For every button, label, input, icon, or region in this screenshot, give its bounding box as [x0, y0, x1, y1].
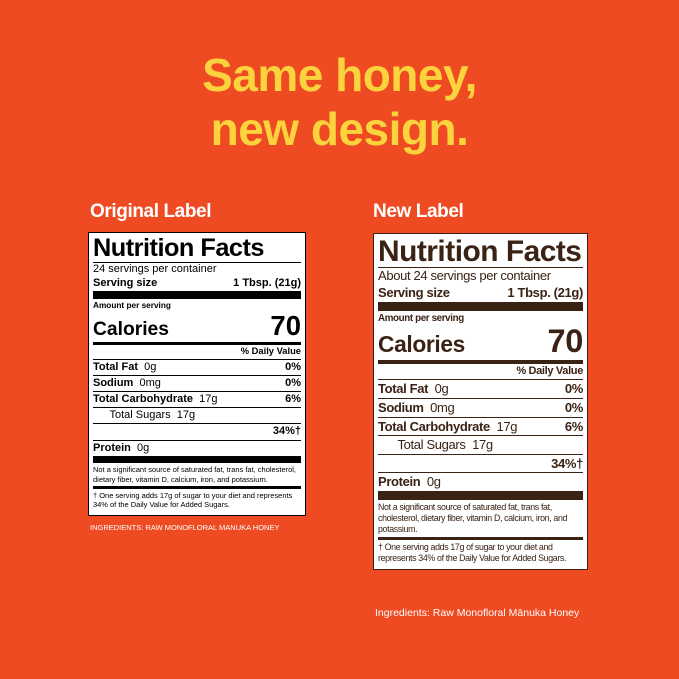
- nutrient-name: Sodium: [378, 400, 424, 416]
- nutrient: Protein 0g: [378, 474, 441, 490]
- nutrient: Total Carbohydrate 17g: [93, 393, 218, 406]
- serving-size: 1 Tbsp. (21g): [233, 276, 301, 289]
- nutrient-amount: 0g: [137, 441, 150, 454]
- nutrient-name: Total Carbohydrate: [93, 393, 194, 406]
- serving-size-label: Serving size: [93, 276, 158, 289]
- serving-size-label: Serving size: [378, 284, 450, 300]
- thick-rule: [378, 301, 583, 311]
- added-sugars-dv: 34%†: [272, 425, 301, 438]
- nutrient-row: Sodium 0mg 0%: [378, 399, 583, 418]
- nutrient-name: Protein: [378, 474, 421, 490]
- serving-size-row: Serving size 1 Tbsp. (21g): [93, 276, 301, 291]
- nutrient-dv: 0%: [564, 381, 583, 397]
- nutrient-row: Total Sugars 17g: [93, 408, 301, 423]
- nutrient-amount: 0mg: [139, 376, 161, 389]
- serving-size-row: Serving size 1 Tbsp. (21g): [378, 284, 583, 302]
- added-sugars-row: 34%†: [93, 423, 301, 441]
- calories-value: 70: [547, 323, 584, 360]
- nutrient-dv: 6%: [285, 393, 301, 406]
- nutrient-row: Total Carbohydrate 17g 6%: [93, 392, 301, 409]
- nutrient: Total Fat 0g: [93, 361, 156, 374]
- amount-per-serving: Amount per serving: [378, 312, 464, 324]
- footnote: † One serving adds 17g of sugar to your …: [378, 542, 567, 564]
- nutrient-amount: 0g: [144, 360, 157, 373]
- label-caption: New Label: [373, 201, 464, 222]
- nutrient-amount: 17g: [176, 409, 196, 422]
- added-sugars-dv: 34%†: [551, 455, 583, 471]
- headline: new design.: [210, 103, 469, 155]
- nutrient-name: Sodium: [93, 376, 134, 389]
- nutrition-label: Nutrition Facts About 24 servings per con…: [373, 233, 588, 571]
- footnote: Not a significant source of saturated fa…: [93, 463, 301, 490]
- facts-title: Nutrition Facts: [378, 235, 582, 268]
- calories-row: Calories 70: [93, 311, 301, 342]
- nutrient-name: Total Sugars: [397, 437, 466, 453]
- daily-value-header: % Daily Value: [378, 364, 583, 381]
- nutrient: Total Sugars 17g: [110, 409, 196, 422]
- nutrient-amount: 17g: [199, 393, 218, 406]
- servings: About 24 servings per container: [378, 268, 551, 284]
- nutrient-dv: 6%: [564, 418, 583, 434]
- calories-label: Calories: [93, 318, 169, 340]
- facts-title: Nutrition Facts: [93, 234, 265, 262]
- calories-row: Calories 70: [378, 324, 583, 359]
- nutrient-dv: 0%: [564, 400, 583, 416]
- thick-rule: [93, 455, 301, 464]
- ingredients: INGREDIENTS: RAW MONOFLORAL MANUKA HONEY: [90, 523, 280, 532]
- nutrient-name: Protein: [93, 441, 131, 454]
- protein-row: Protein 0g: [378, 473, 583, 491]
- nutrient-row: Total Fat 0g 0%: [378, 380, 583, 400]
- thick-rule: [93, 290, 301, 299]
- rule: [378, 267, 583, 269]
- footnote: Not a significant source of saturated fa…: [378, 500, 583, 541]
- nutrient-amount: 0g: [426, 474, 441, 490]
- nutrient-amount: 0mg: [430, 400, 455, 416]
- nutrient-row: Sodium 0mg 0%: [93, 376, 301, 393]
- nutrient-name: Total Carbohydrate: [378, 418, 490, 434]
- nutrient: Sodium 0mg: [93, 377, 161, 390]
- label-caption: Original Label: [90, 201, 212, 222]
- nutrient-amount: 17g: [496, 418, 518, 434]
- nutrient-name: Total Fat: [93, 360, 139, 373]
- nutrient: Total Fat 0g: [378, 381, 449, 397]
- calories-label: Calories: [378, 331, 465, 358]
- medium-rule: [93, 341, 301, 346]
- calories-value: 70: [270, 309, 301, 341]
- nutrient-amount: 17g: [472, 437, 493, 453]
- serving-size: 1 Tbsp. (21g): [507, 284, 583, 300]
- amount-per-serving: Amount per serving: [93, 300, 171, 310]
- footnote: † One serving adds 17g of sugar to your …: [93, 491, 293, 510]
- protein-row: Protein 0g: [93, 441, 301, 456]
- nutrient: Total Sugars 17g: [397, 437, 494, 453]
- daily-value-header: % Daily Value: [93, 345, 301, 360]
- nutrient: Total Carbohydrate 17g: [378, 419, 517, 435]
- thick-rule: [378, 491, 583, 501]
- headline: Same honey,: [202, 49, 477, 101]
- nutrient: Sodium 0mg: [378, 400, 455, 416]
- nutrient-name: Total Fat: [378, 381, 429, 397]
- medium-rule: [378, 359, 583, 365]
- nutrient-amount: 0g: [434, 381, 449, 397]
- nutrient-row: Total Fat 0g 0%: [93, 360, 301, 376]
- nutrition-label: Nutrition Facts 24 servings per container…: [88, 232, 306, 516]
- nutrient-dv: 0%: [285, 360, 301, 373]
- nutrient-row: Total Carbohydrate 17g 6%: [378, 418, 583, 437]
- nutrient-dv: 0%: [285, 376, 301, 389]
- nutrient: Protein 0g: [93, 442, 149, 455]
- ingredients: Ingredients: Raw Monofloral Mānuka Honey: [375, 607, 580, 619]
- nutrient-row: Total Sugars 17g: [378, 436, 583, 454]
- servings: 24 servings per container: [93, 262, 217, 275]
- rule: [93, 261, 301, 263]
- added-sugars-row: 34%†: [378, 453, 583, 474]
- nutrient-name: Total Sugars: [109, 409, 171, 422]
